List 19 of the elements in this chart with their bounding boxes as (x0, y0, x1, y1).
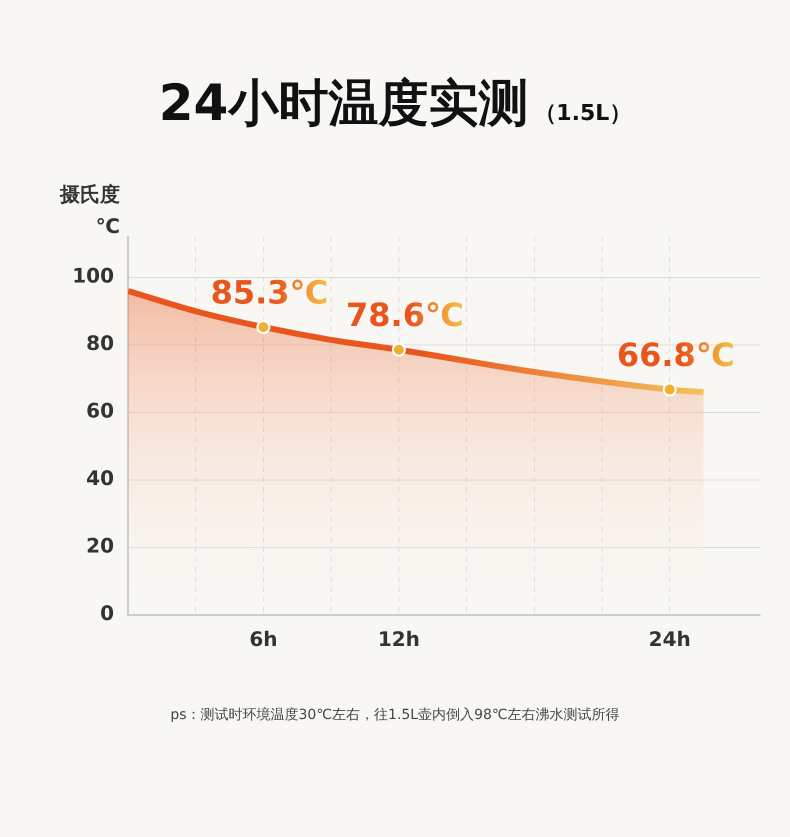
point (392, 342, 406, 357)
point (256, 320, 270, 334)
y-tick-label: 60 (86, 398, 114, 423)
chart-subtitle: （1.5L） (534, 101, 632, 126)
y-tick-label: 20 (86, 534, 114, 558)
x-tick-label: 12h (378, 627, 420, 652)
text: ps：测试时环境温度30℃左右，往1.5L壶内倒入98℃左右沸水测试所得 (169, 706, 621, 724)
x-tick-label: 6h (249, 627, 278, 652)
y-tick-label: 80 (86, 331, 114, 356)
y-tick-label: 0 (100, 601, 114, 626)
data-label: 66.8℃ (616, 336, 735, 374)
data-label: 85.3℃ (210, 273, 328, 312)
y-axis-title: 摄氏度 ℃ (58, 181, 120, 240)
data-label: 78.6℃ (346, 296, 464, 334)
chart-title: 24小时温度实测 (158, 74, 528, 132)
y-tick-label: 100 (72, 264, 114, 288)
point (662, 382, 677, 397)
y-tick-label: 40 (86, 466, 114, 490)
x-tick-label: 24h (648, 627, 691, 652)
